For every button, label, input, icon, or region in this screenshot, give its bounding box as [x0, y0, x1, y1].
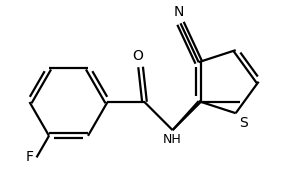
- Text: NH: NH: [163, 133, 182, 146]
- Text: S: S: [239, 116, 248, 130]
- Text: F: F: [25, 150, 34, 164]
- Text: N: N: [174, 5, 184, 19]
- Text: O: O: [132, 49, 143, 63]
